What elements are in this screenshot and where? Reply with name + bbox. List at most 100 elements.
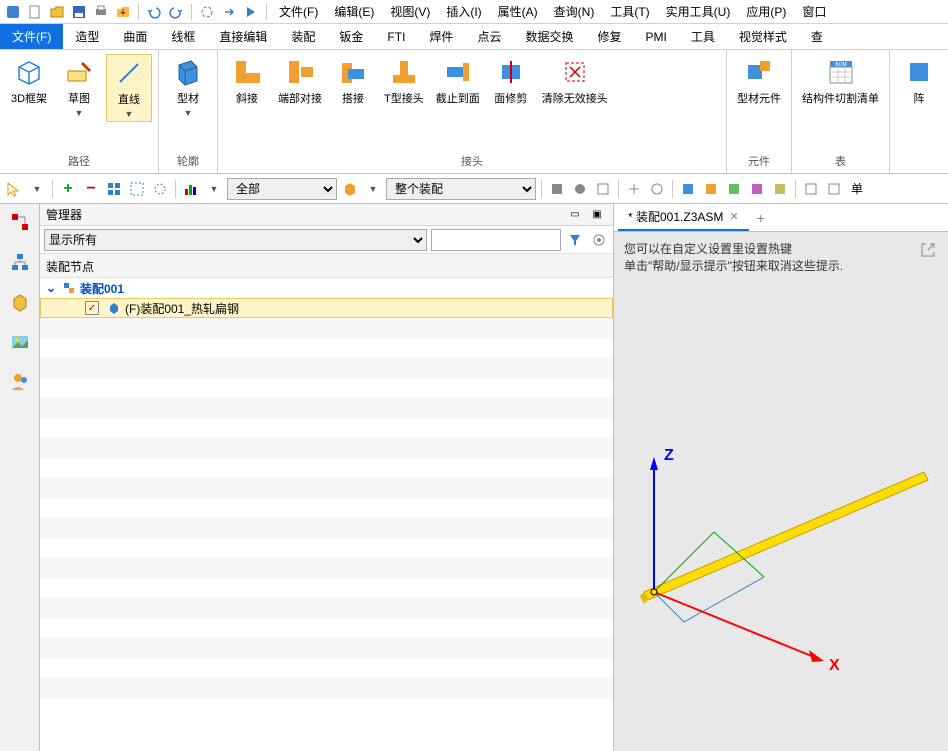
menu-view[interactable]: 视图(V) — [384, 3, 436, 20]
tool-icon[interactable] — [570, 179, 590, 199]
filter-select-1[interactable]: 全部 — [227, 178, 337, 200]
group-label: 路径 — [6, 151, 152, 171]
tab-tools2[interactable]: 工具 — [679, 24, 727, 49]
save-icon[interactable] — [70, 3, 88, 21]
lap-icon — [337, 56, 369, 88]
btn-extra[interactable]: 阵 — [896, 54, 942, 108]
chevron-down-icon[interactable]: ▼ — [27, 179, 47, 199]
new-icon[interactable] — [26, 3, 44, 21]
btn-lap[interactable]: 搭接 — [330, 54, 376, 108]
sidebar-hierarchy-icon[interactable] — [6, 248, 34, 276]
btn-facetrim[interactable]: 面修剪 — [488, 54, 534, 108]
btn-3dframe[interactable]: 3D框架 — [6, 54, 52, 108]
collapse-toggle[interactable]: ⌄ — [44, 281, 58, 295]
select-lasso-icon[interactable] — [150, 179, 170, 199]
sidebar-tree-icon[interactable] — [6, 208, 34, 236]
btn-sketch[interactable]: 草图 ▼ — [56, 54, 102, 120]
menu-insert[interactable]: 插入(I) — [440, 3, 487, 20]
btn-profile[interactable]: 型材 ▼ — [165, 54, 211, 120]
close-tip-icon[interactable] — [918, 240, 938, 260]
tool-icon[interactable] — [747, 179, 767, 199]
doc-tab[interactable]: * 装配001.Z3ASM ✕ — [618, 204, 749, 231]
secondary-toolbar: ▼ + − ▼ 全部 ▼ 整个装配 单 — [0, 174, 948, 204]
btn-clear[interactable]: 清除无效接头 — [538, 54, 612, 108]
tab-exchange[interactable]: 数据交换 — [513, 24, 585, 49]
menu-app[interactable]: 应用(P) — [740, 3, 792, 20]
add-tab-icon[interactable]: + — [757, 210, 765, 226]
tab-pmi[interactable]: PMI — [633, 26, 678, 48]
tool-icon[interactable] — [624, 179, 644, 199]
tool-icon[interactable] — [801, 179, 821, 199]
funnel-icon[interactable] — [565, 230, 585, 250]
btn-tjoint[interactable]: T型接头 — [380, 54, 428, 108]
tab-surface[interactable]: 曲面 — [111, 24, 159, 49]
redo2-icon[interactable] — [220, 3, 238, 21]
select-box-icon[interactable] — [127, 179, 147, 199]
tab-pointcloud[interactable]: 点云 — [465, 24, 513, 49]
tab-repair[interactable]: 修复 — [585, 24, 633, 49]
minimize-icon[interactable]: ▭ — [565, 205, 585, 225]
menu-query[interactable]: 查询(N) — [548, 3, 601, 20]
tree-root[interactable]: ⌄ 装配001 — [40, 278, 613, 298]
tool-icon[interactable] — [593, 179, 613, 199]
filter-select-2[interactable]: 整个装配 — [386, 178, 536, 200]
tool-icon[interactable] — [824, 179, 844, 199]
show-filter-select[interactable]: 显示所有 — [44, 229, 427, 251]
plus-icon[interactable]: + — [58, 179, 78, 199]
menu-edit[interactable]: 编辑(E) — [328, 3, 380, 20]
menu-tools[interactable]: 工具(T) — [604, 3, 655, 20]
tab-model[interactable]: 造型 — [63, 24, 111, 49]
tab-search[interactable]: 查 — [799, 24, 835, 49]
import-icon[interactable] — [114, 3, 132, 21]
sidebar-image-icon[interactable] — [6, 328, 34, 356]
print-icon[interactable] — [92, 3, 110, 21]
tool-icon[interactable] — [678, 179, 698, 199]
btn-butt[interactable]: 端部对接 — [274, 54, 326, 108]
tab-sheetmetal[interactable]: 钣金 — [327, 24, 375, 49]
tab-assembly[interactable]: 装配 — [279, 24, 327, 49]
btn-component[interactable]: 型材元件 — [733, 54, 785, 108]
tool-icon[interactable] — [647, 179, 667, 199]
tree-child[interactable]: ✓ (F)装配001_热轧扁钢 — [40, 298, 613, 318]
tab-file[interactable]: 文件(F) — [0, 24, 63, 49]
tool-icon[interactable] — [724, 179, 744, 199]
minus-icon[interactable]: − — [81, 179, 101, 199]
undo-icon[interactable] — [145, 3, 163, 21]
viewport-3d[interactable]: Z X — [614, 282, 948, 751]
tab-directedit[interactable]: 直接编辑 — [207, 24, 279, 49]
redo-icon[interactable] — [167, 3, 185, 21]
settings-icon[interactable] — [589, 230, 609, 250]
menu-file[interactable]: 文件(F) — [273, 3, 324, 20]
btn-trimface[interactable]: 截止到面 — [432, 54, 484, 108]
tab-visual[interactable]: 视觉样式 — [727, 24, 799, 49]
close-icon[interactable]: ✕ — [729, 210, 738, 223]
refresh-icon[interactable] — [198, 3, 216, 21]
tool-icon[interactable] — [547, 179, 567, 199]
chevron-down-icon[interactable]: ▼ — [204, 179, 224, 199]
menu-attr[interactable]: 属性(A) — [492, 3, 544, 20]
tab-weld[interactable]: 焊件 — [417, 24, 465, 49]
search-input[interactable] — [431, 229, 561, 251]
app-icon[interactable] — [4, 3, 22, 21]
open-icon[interactable] — [48, 3, 66, 21]
menu-window[interactable]: 窗口 — [796, 3, 832, 20]
sidebar-box-icon[interactable] — [6, 288, 34, 316]
tool-icon[interactable] — [701, 179, 721, 199]
tab-wireframe[interactable]: 线框 — [159, 24, 207, 49]
tool-icon[interactable]: 单 — [847, 179, 867, 199]
btn-miter[interactable]: 斜接 — [224, 54, 270, 108]
collapse-icon[interactable]: ▣ — [587, 205, 607, 225]
tool-icon[interactable] — [770, 179, 790, 199]
btn-line[interactable]: 直线 ▼ — [106, 54, 152, 122]
menu-utility[interactable]: 实用工具(U) — [660, 3, 737, 20]
cursor-icon[interactable] — [4, 179, 24, 199]
btn-bom[interactable]: BOM 结构件切割清单 — [798, 54, 883, 108]
grid-icon[interactable] — [104, 179, 124, 199]
play-icon[interactable] — [242, 3, 260, 21]
tab-fti[interactable]: FTI — [375, 26, 417, 48]
chevron-down-icon[interactable]: ▼ — [363, 179, 383, 199]
sidebar-user-icon[interactable] — [6, 368, 34, 396]
chart-icon[interactable] — [181, 179, 201, 199]
cube-icon[interactable] — [340, 179, 360, 199]
checkbox-icon[interactable]: ✓ — [85, 301, 99, 315]
